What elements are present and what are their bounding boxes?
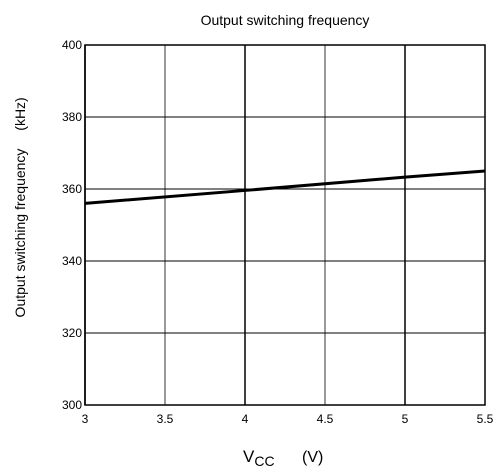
x-tick-label: 4 [242, 412, 249, 426]
y-tick-labels: 300 320 340 360 380 400 [62, 38, 82, 412]
x-tick-label: 3 [82, 412, 89, 426]
y-tick-label: 340 [62, 254, 82, 268]
x-axis-label-main: V [243, 447, 255, 466]
y-tick-label: 380 [62, 110, 82, 124]
series-line [84, 169, 486, 205]
x-tick-label: 5.5 [477, 412, 494, 426]
y-axis-unit: (kHz) [12, 97, 28, 130]
x-axis-label: VCC [243, 447, 275, 469]
y-tick-label: 300 [62, 398, 82, 412]
y-axis-label: Output switching frequency [12, 149, 28, 318]
x-tick-label: 3.5 [157, 412, 174, 426]
chart-title: Output switching frequency [201, 12, 370, 28]
x-tick-label: 4.5 [317, 412, 334, 426]
y-tick-label: 320 [62, 326, 82, 340]
x-axis-label-subscript: CC [254, 453, 274, 469]
x-axis-unit: (V) [302, 449, 323, 466]
grid-lines [84, 44, 486, 406]
plot-frame [84, 44, 486, 406]
y-tick-label: 400 [62, 38, 82, 52]
x-tick-label: 5 [402, 412, 409, 426]
series-layer [84, 169, 486, 205]
x-tick-labels: 3 3.5 4 4.5 5 5.5 [82, 412, 494, 426]
y-tick-label: 360 [62, 182, 82, 196]
